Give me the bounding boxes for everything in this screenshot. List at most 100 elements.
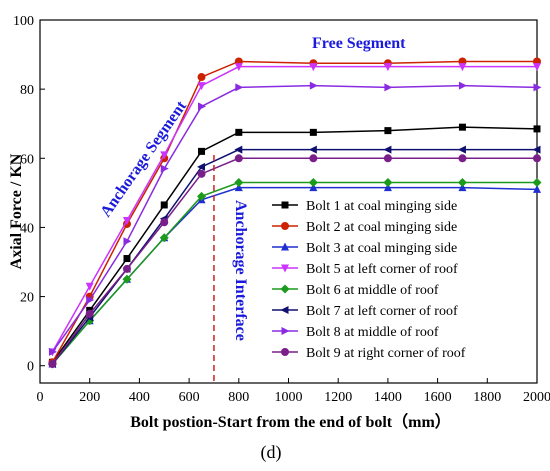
data-point: [532, 177, 542, 187]
series-line: [51, 186, 538, 365]
series-5: [47, 177, 542, 369]
series-line: [51, 84, 538, 353]
legend-item-5: Bolt 6 at middle of roof: [272, 283, 439, 298]
legend-marker: [281, 222, 289, 230]
series-line: [51, 157, 537, 365]
series-line: [51, 148, 537, 365]
data-point: [383, 183, 392, 192]
data-point: [384, 83, 393, 92]
x-tick-label: 1800: [473, 390, 501, 405]
data-point: [48, 347, 57, 356]
series-layer: [47, 57, 542, 369]
free-segment-label: Free Segment: [312, 35, 406, 52]
legend-marker: [281, 348, 289, 356]
data-point: [198, 102, 207, 111]
data-point: [234, 177, 244, 187]
legend: Bolt 1 at coal minging side Bolt 2 at coa…: [272, 199, 466, 361]
y-tick-label: 100: [13, 14, 34, 29]
series-8: [48, 154, 541, 368]
data-point: [309, 183, 318, 192]
data-point: [458, 154, 467, 163]
data-point: [160, 218, 169, 227]
data-point: [160, 164, 169, 173]
data-point: [160, 151, 169, 160]
y-axis-title: Axial Force / KN: [8, 153, 25, 269]
data-point: [308, 177, 318, 187]
legend-marker: [280, 306, 289, 314]
data-point: [197, 73, 206, 82]
data-point: [458, 81, 467, 90]
data-point: [458, 123, 466, 131]
legend-item-2: Bolt 2 at coal minging side: [272, 220, 457, 235]
data-point: [122, 264, 131, 273]
data-point: [159, 233, 169, 243]
series-line: [51, 65, 537, 353]
data-point: [384, 127, 392, 135]
legend-label: Bolt 3 at coal minging side: [306, 241, 457, 256]
panel-label: (d): [261, 442, 282, 463]
legend-marker: [281, 327, 290, 335]
data-point: [309, 81, 318, 90]
x-tick-label: 800: [228, 390, 249, 405]
data-point: [308, 145, 317, 154]
data-point: [533, 83, 542, 92]
legend-item-1: Bolt 1 at coal minging side: [272, 199, 457, 214]
y-tick-label: 20: [20, 291, 34, 306]
data-point: [198, 147, 206, 155]
x-tick-label: 400: [129, 390, 150, 405]
legend-item-4: Bolt 5 at left corner of roof: [272, 262, 458, 277]
legend-label: Bolt 9 at right corner of roof: [306, 346, 466, 361]
data-point: [234, 183, 243, 192]
data-point: [197, 191, 207, 201]
legend-item-7: Bolt 8 at middle of roof: [272, 325, 439, 340]
series-1: [48, 123, 541, 366]
legend-label: Bolt 1 at coal minging side: [306, 199, 457, 214]
y-tick-label: 40: [20, 221, 34, 236]
series-line: [51, 181, 537, 365]
data-point: [383, 154, 392, 163]
data-point: [234, 145, 243, 154]
data-point: [458, 183, 467, 192]
data-point: [234, 154, 243, 163]
series-line: [51, 126, 538, 363]
x-tick-label: 0: [37, 390, 44, 405]
legend-marker: [281, 242, 289, 251]
data-point: [383, 177, 393, 187]
series-2: [48, 57, 541, 367]
series-4: [48, 63, 541, 357]
data-point: [123, 237, 132, 246]
data-point: [123, 255, 131, 263]
data-point: [197, 162, 206, 171]
legend-item-3: Bolt 3 at coal minging side: [272, 241, 457, 256]
x-tick-label: 1600: [424, 390, 452, 405]
x-tick-label: 200: [79, 390, 100, 405]
x-tick-label: 1000: [275, 390, 303, 405]
data-point: [533, 184, 541, 193]
data-point: [309, 128, 317, 136]
legend-label: Bolt 5 at left corner of roof: [306, 262, 458, 277]
series-7: [48, 81, 542, 356]
data-point: [122, 274, 132, 284]
series-line: [51, 60, 537, 363]
x-tick-label: 1200: [324, 390, 352, 405]
legend-marker: [281, 201, 289, 209]
legend-marker: [280, 284, 290, 294]
x-tick-label: 600: [179, 390, 200, 405]
y-tick-label: 0: [27, 360, 34, 375]
data-point: [197, 169, 206, 178]
data-point: [197, 82, 206, 91]
legend-item-6: Bolt 7 at left corner of roof: [272, 304, 458, 319]
data-point: [309, 154, 318, 163]
legend-label: Bolt 2 at coal minging side: [306, 220, 457, 235]
data-point: [122, 217, 131, 226]
data-point: [532, 145, 541, 154]
data-point: [85, 282, 94, 291]
data-point: [48, 359, 57, 368]
data-point: [86, 296, 95, 305]
plot-area: 0 200 400 600 800 1000 1200 1400 1600 1800 2000 0 20…: [13, 14, 550, 405]
data-point: [383, 145, 392, 154]
x-axis-title: Bolt postion-Start from the end of bolt（…: [130, 413, 451, 431]
data-point: [235, 128, 243, 136]
x-tick-label: 1400: [374, 390, 402, 405]
